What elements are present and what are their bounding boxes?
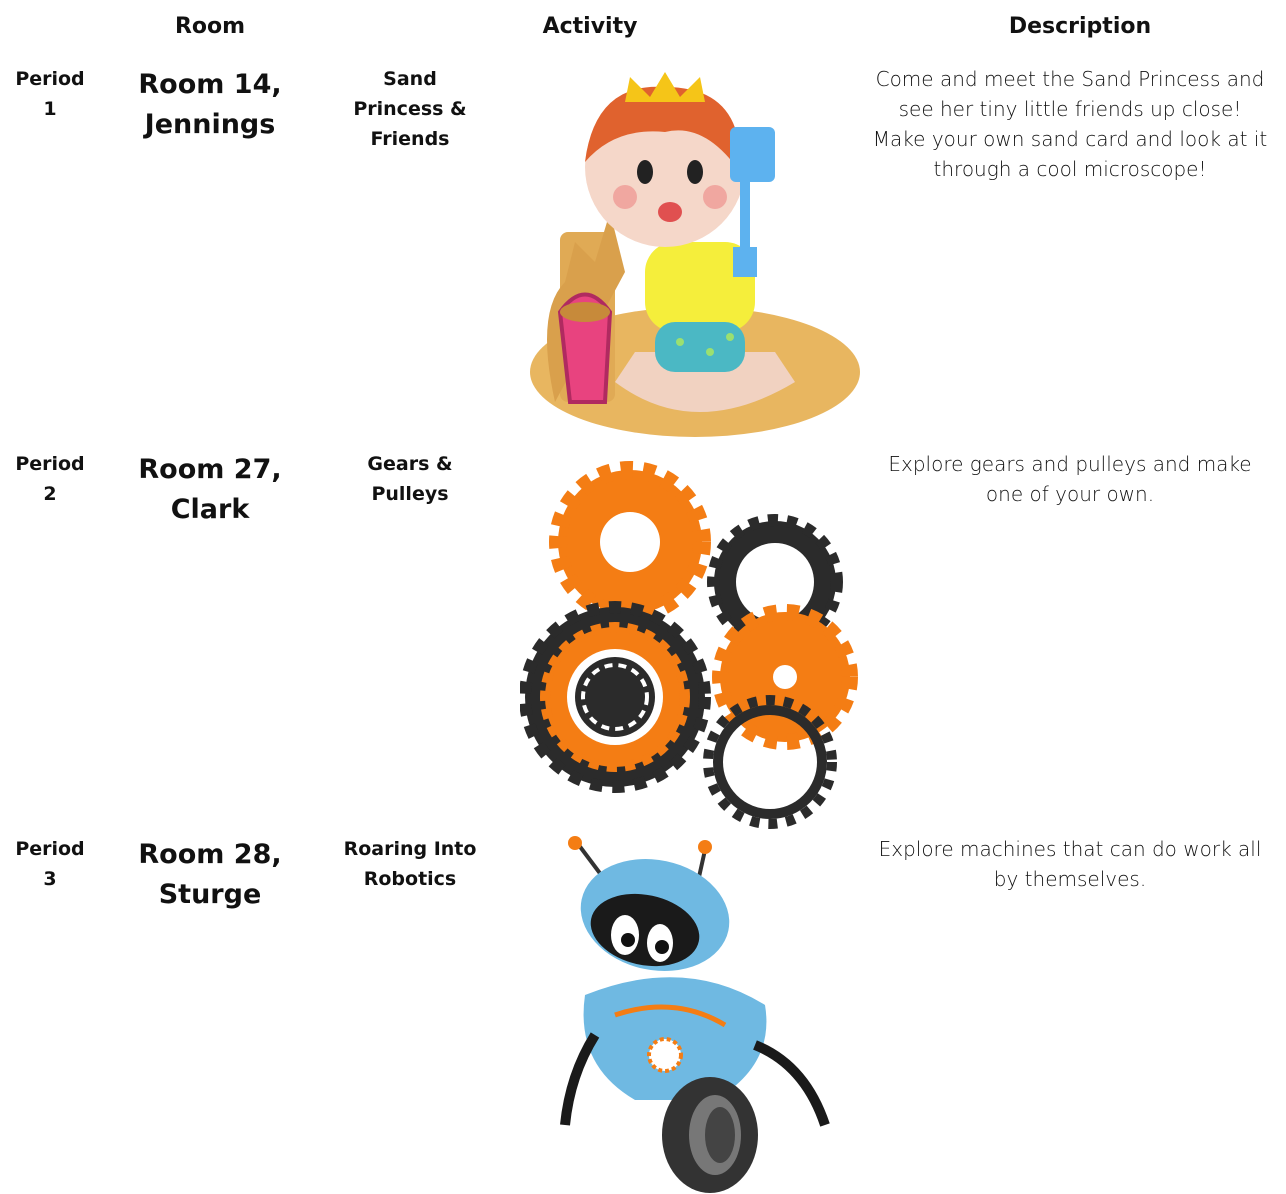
room: Room 27, Clark bbox=[138, 454, 282, 525]
activity: Gears & Pulleys bbox=[367, 453, 453, 505]
period: Period 2 bbox=[15, 453, 85, 505]
robot-image bbox=[560, 836, 830, 1193]
description: Explore gears and pulleys and make one o… bbox=[888, 452, 1252, 506]
room: Room 28, Sturge bbox=[138, 839, 282, 910]
header-room: Room bbox=[174, 14, 246, 39]
gears-image bbox=[520, 461, 858, 829]
sand-princess-image bbox=[530, 72, 860, 437]
activity: Sand Princess & Friends bbox=[353, 68, 467, 150]
header-activity: Activity bbox=[542, 14, 638, 39]
room: Room 14, Jennings bbox=[138, 69, 282, 140]
activity: Roaring Into Robotics bbox=[343, 838, 477, 890]
description: Explore machines that can do work all by… bbox=[878, 837, 1262, 891]
period: Period 3 bbox=[15, 838, 85, 890]
description: Come and meet the Sand Princess and see … bbox=[872, 67, 1268, 181]
header-description: Description bbox=[1008, 14, 1152, 39]
period: Period 1 bbox=[15, 68, 85, 120]
